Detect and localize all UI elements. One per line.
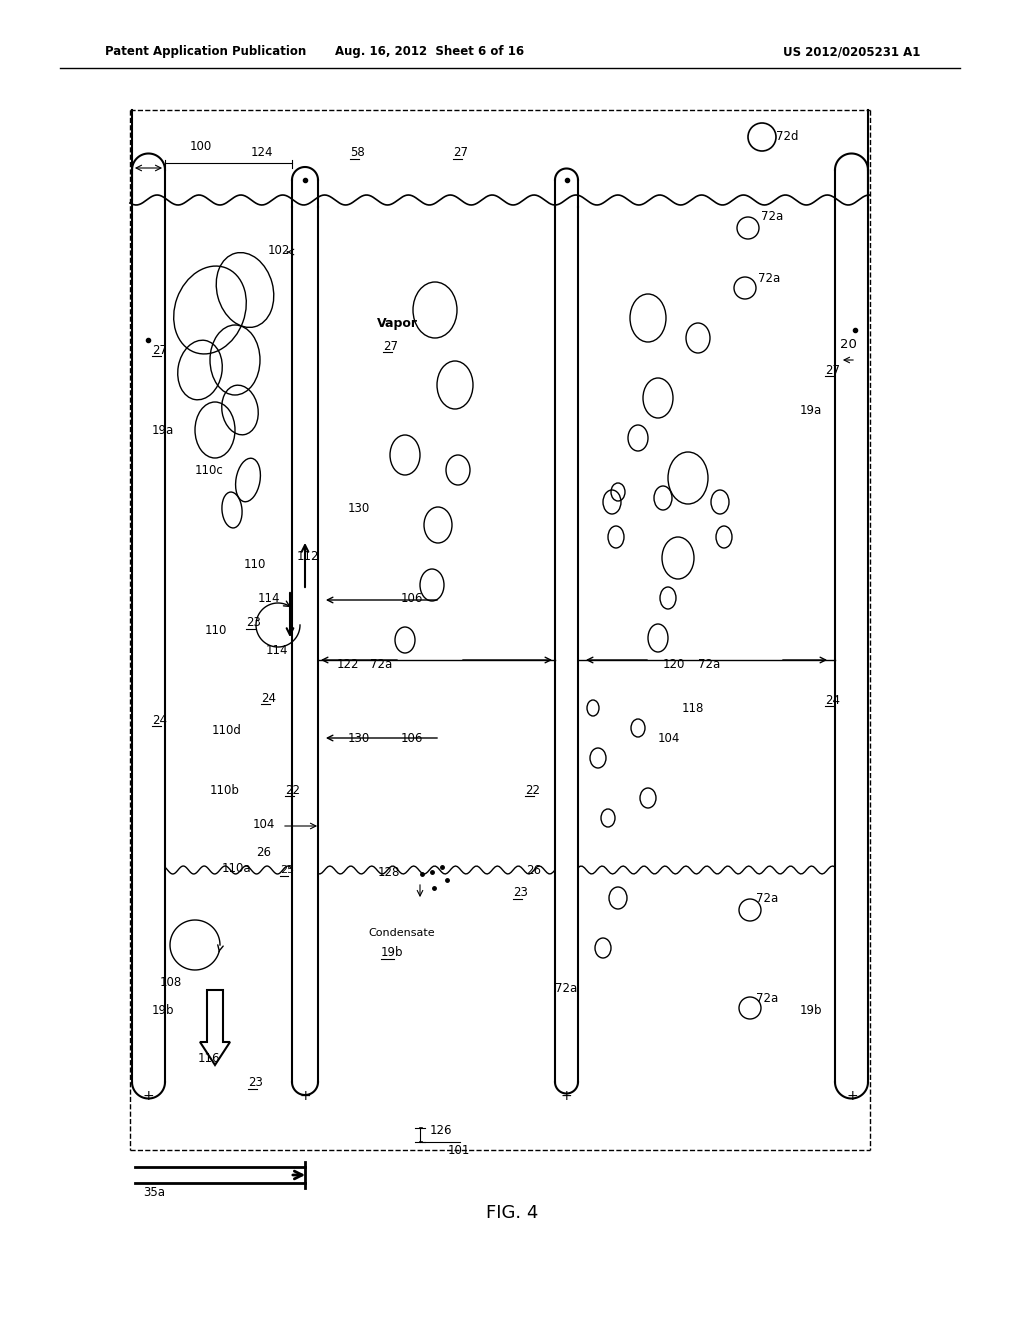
Text: FIG. 4: FIG. 4 xyxy=(485,1204,539,1222)
Text: 20: 20 xyxy=(840,338,857,351)
Text: 23: 23 xyxy=(246,616,261,630)
Text: 116: 116 xyxy=(198,1052,220,1064)
Text: 72a: 72a xyxy=(756,991,778,1005)
Text: 22: 22 xyxy=(285,784,300,796)
Text: +: + xyxy=(561,1089,572,1104)
Text: 72a: 72a xyxy=(761,210,783,223)
Text: 104: 104 xyxy=(658,731,680,744)
Text: 72d: 72d xyxy=(776,131,799,144)
Text: 106: 106 xyxy=(401,731,423,744)
Text: 102: 102 xyxy=(268,243,291,256)
Text: 19b: 19b xyxy=(381,946,403,960)
Text: 72a: 72a xyxy=(698,657,720,671)
Text: 106: 106 xyxy=(401,591,423,605)
Text: 27: 27 xyxy=(383,339,398,352)
Text: 26: 26 xyxy=(526,863,541,876)
Text: 100: 100 xyxy=(190,140,212,153)
Text: 122: 122 xyxy=(337,657,359,671)
Text: 72a: 72a xyxy=(756,891,778,904)
Text: 110: 110 xyxy=(205,623,227,636)
Text: 19a: 19a xyxy=(152,424,174,437)
Text: 24: 24 xyxy=(825,693,840,706)
Text: 112: 112 xyxy=(297,549,319,562)
Text: 130: 130 xyxy=(348,502,371,515)
Text: 114: 114 xyxy=(266,644,289,657)
Text: 58: 58 xyxy=(350,147,365,160)
Text: 104: 104 xyxy=(253,817,275,830)
Text: 72a: 72a xyxy=(758,272,780,285)
Text: 101: 101 xyxy=(449,1143,470,1156)
Text: 35a: 35a xyxy=(143,1187,165,1200)
Text: 19b: 19b xyxy=(800,1003,822,1016)
Text: +: + xyxy=(142,1089,154,1104)
Text: 110: 110 xyxy=(244,557,266,570)
Text: 19a: 19a xyxy=(800,404,822,417)
Text: Condensate: Condensate xyxy=(368,928,434,939)
Text: 110d: 110d xyxy=(212,723,242,737)
Text: 26: 26 xyxy=(256,846,271,859)
Text: 110a: 110a xyxy=(222,862,252,874)
Text: 72a: 72a xyxy=(555,982,578,994)
Text: 27: 27 xyxy=(825,363,840,376)
Text: 130: 130 xyxy=(348,731,371,744)
Text: 25: 25 xyxy=(280,865,294,875)
Text: +: + xyxy=(846,1089,858,1104)
Text: 126: 126 xyxy=(430,1125,453,1138)
Text: 124: 124 xyxy=(251,147,273,160)
Text: 19b: 19b xyxy=(152,1003,174,1016)
Text: 24: 24 xyxy=(152,714,167,726)
Text: 120: 120 xyxy=(663,657,685,671)
Text: Patent Application Publication: Patent Application Publication xyxy=(105,45,306,58)
Text: 23: 23 xyxy=(248,1077,263,1089)
Text: 72a: 72a xyxy=(370,657,392,671)
Text: 108: 108 xyxy=(160,977,182,990)
Text: 118: 118 xyxy=(682,701,705,714)
Text: +: + xyxy=(299,1089,311,1104)
Text: 22: 22 xyxy=(525,784,540,796)
Text: US 2012/0205231 A1: US 2012/0205231 A1 xyxy=(782,45,920,58)
Text: 23: 23 xyxy=(513,887,528,899)
Text: 27: 27 xyxy=(453,147,468,160)
Text: 128: 128 xyxy=(378,866,400,879)
Text: Vapor: Vapor xyxy=(377,317,418,330)
Text: 114: 114 xyxy=(258,591,281,605)
Text: 110c: 110c xyxy=(195,463,224,477)
Text: 27: 27 xyxy=(152,343,167,356)
Text: Aug. 16, 2012  Sheet 6 of 16: Aug. 16, 2012 Sheet 6 of 16 xyxy=(336,45,524,58)
Text: 24: 24 xyxy=(261,692,276,705)
Text: 110b: 110b xyxy=(210,784,240,796)
